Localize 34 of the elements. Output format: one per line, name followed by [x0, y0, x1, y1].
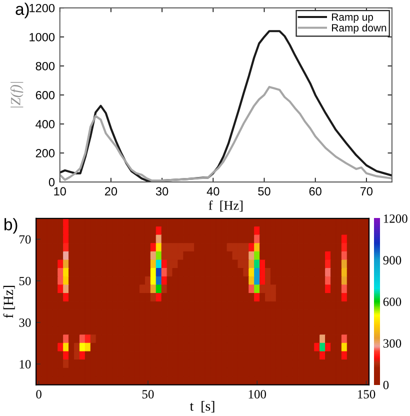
text: a) [16, 2, 29, 18]
x-tick-label: 100 [248, 390, 266, 398]
y-tick-label: 10 [20, 360, 31, 368]
color-bar-label: 300 [383, 339, 402, 348]
y-tick-label: 1200 [30, 4, 55, 12]
y-tick-label: 30 [19, 318, 31, 327]
y-tick-label: 70 [20, 235, 31, 244]
x-tick-label: 50 [142, 390, 154, 398]
x-tick-label: 70 [360, 187, 373, 196]
y-tick-label: 400 [36, 120, 55, 128]
y-axis-title: |Z(f)| [10, 82, 24, 108]
x-tick-label: 20 [104, 187, 118, 196]
y-tick-label: 50 [19, 276, 31, 286]
x-tick-label: 150 [358, 390, 376, 398]
x-axis-title: t [s] [190, 400, 214, 412]
y-tick-label: 1000 [30, 32, 55, 42]
x-tick-label: 40 [206, 187, 220, 196]
x-tick-label: 50 [258, 187, 270, 196]
y-tick-label: 200 [36, 149, 55, 158]
color-bar-label: 600 [383, 298, 402, 306]
color-bar-label: 900 [383, 256, 402, 264]
y-tick-label: 600 [36, 90, 55, 100]
color-bar-label: 1200 [384, 214, 408, 223]
legend-label: Ramp up [332, 13, 373, 23]
y-axis-title: f [Hz] [3, 286, 15, 318]
x-tick-label: 10 [54, 187, 66, 196]
text: b) [4, 218, 18, 234]
x-tick-label: 30 [156, 187, 168, 196]
y-tick-label: 0 [48, 178, 55, 186]
x-axis-title: f [Hz] [208, 200, 243, 212]
x-tick-label: 60 [309, 187, 322, 196]
y-tick-label: 800 [36, 62, 55, 70]
color-bar-label: 0 [383, 380, 389, 390]
legend-label: Ramp down [332, 24, 386, 34]
